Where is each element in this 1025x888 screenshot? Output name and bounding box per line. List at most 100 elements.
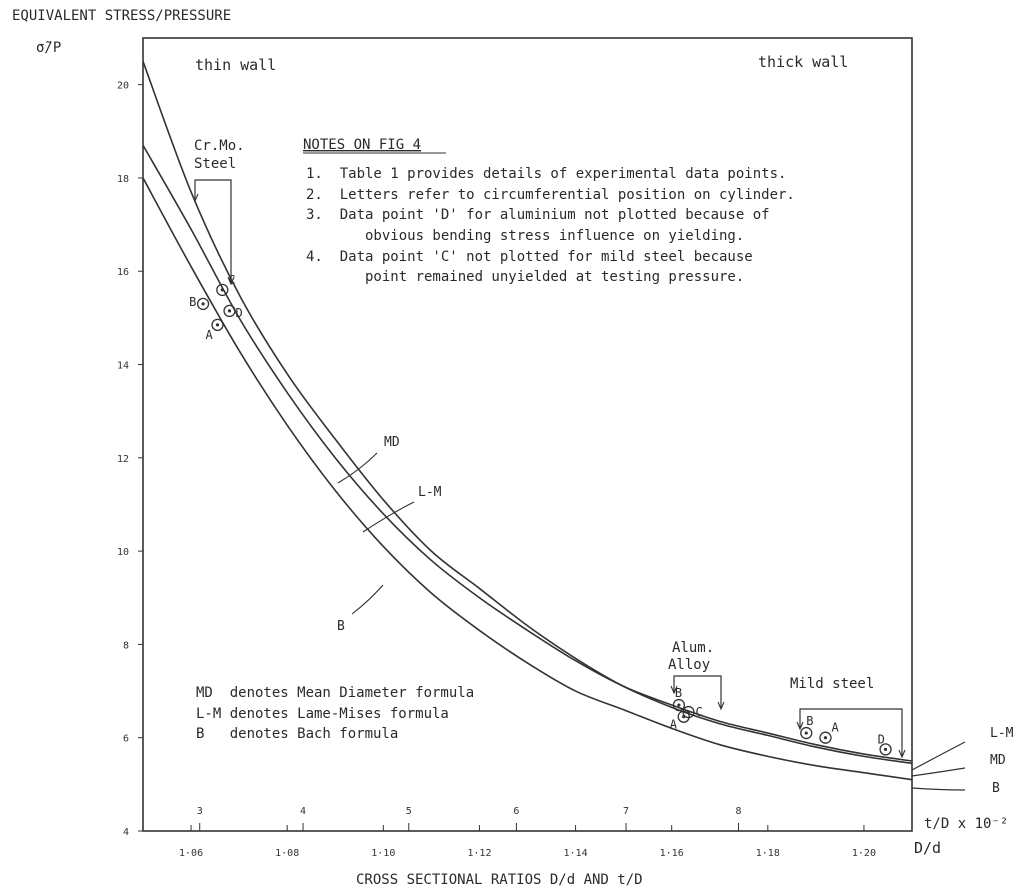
group-label-alum-2: Alloy: [668, 657, 710, 673]
data-point: B: [672, 686, 686, 712]
bracket-crmo-arrow-right: [227, 276, 235, 286]
x-tick-label: 1·10: [371, 848, 395, 859]
note-line-3: 3. Data point 'D' for aluminium not plot…: [306, 207, 770, 223]
end-label-b: B: [992, 781, 1000, 796]
thin-wall-label: thin wall: [195, 56, 276, 74]
data-point-label: A: [670, 718, 678, 732]
bracket-alum-arrow-left: [670, 685, 678, 695]
tail-b: [911, 787, 966, 791]
secondary-axis-unit-label: t/D x 10⁻²: [924, 816, 1008, 832]
note-line-5: 4. Data point 'C' not plotted for mild s…: [306, 249, 753, 265]
x-axis-unit-label: D/d: [914, 839, 941, 857]
curve-label-b: B: [337, 619, 345, 634]
y-tick-label: 6: [123, 734, 129, 745]
bracket-crmo: [194, 179, 232, 283]
data-point-label: D: [236, 306, 243, 320]
data-point-label: C: [696, 705, 703, 719]
y-tick-label: 14: [117, 361, 129, 372]
bracket-mild: [799, 708, 903, 756]
data-point-center: [682, 715, 686, 719]
y-tick-label: 8: [123, 640, 129, 651]
secondary-tick-label: 4: [300, 806, 306, 817]
data-point-label: B: [675, 686, 682, 700]
group-label-mild: Mild steel: [790, 676, 874, 692]
data-point: C: [216, 273, 236, 297]
data-point-marker: [879, 743, 892, 756]
data-point-center: [220, 288, 224, 292]
end-label-lm: L-M: [990, 726, 1014, 741]
y-axis-title: EQUIVALENT STRESS/PRESSURE: [12, 8, 231, 24]
x-axis-ticks: 1·06 1·08 1·10 1·12 1·14 1·16 1·18 1·20: [179, 825, 876, 859]
curve-b: [142, 177, 913, 781]
curve-label-lm: L-M: [418, 485, 442, 500]
bracket-alum: [673, 675, 722, 708]
y-tick-label: 12: [117, 454, 129, 465]
data-point: D: [223, 304, 243, 320]
thick-wall-label: thick wall: [758, 53, 848, 71]
bracket-alum-arrow-right: [717, 701, 725, 711]
y-tick-label: 20: [117, 81, 129, 92]
secondary-tick-label: 6: [513, 806, 519, 817]
y-axis-symbol: σ̃/P: [36, 40, 61, 56]
notes-block: NOTES ON FIG 4 1. Table 1 provides detai…: [303, 137, 795, 285]
x-tick-label: 1·08: [275, 848, 299, 859]
data-point-label: A: [831, 721, 839, 735]
group-label-crmo-2: Steel: [194, 156, 236, 172]
secondary-tick-label: 5: [406, 806, 412, 817]
data-point-marker: [216, 283, 229, 297]
curve-label-md: MD: [384, 435, 400, 450]
notes-heading: NOTES ON FIG 4: [303, 137, 421, 153]
legend-entry-md: MD denotes Mean Diameter formula: [196, 685, 474, 701]
group-label-alum-1: Alum.: [672, 640, 714, 656]
y-tick-label: 16: [117, 267, 129, 278]
note-line-4: obvious bending stress influence on yiel…: [306, 228, 744, 244]
x-tick-label: 1·12: [467, 848, 491, 859]
data-point-label: C: [228, 273, 235, 287]
curve-md: [142, 61, 913, 765]
y-tick-label: 10: [117, 547, 129, 558]
data-point-marker: [211, 318, 224, 332]
data-point: D: [878, 732, 892, 756]
data-point-center: [677, 703, 681, 707]
data-point-marker: [223, 304, 236, 318]
tail-lm: [911, 741, 966, 771]
x-tick-label: 1·18: [756, 848, 780, 859]
plot-frame: [142, 37, 913, 832]
data-point-label: A: [205, 328, 213, 342]
data-point: A: [819, 721, 839, 744]
note-line-6: point remained unyielded at testing pres…: [306, 269, 744, 285]
x-axis-title: CROSS SECTIONAL RATIOS D/d AND t/D: [356, 872, 643, 888]
legend-entry-b: B denotes Bach formula: [196, 726, 398, 742]
curve-lm: [142, 144, 913, 762]
curves: [142, 61, 913, 781]
data-point: A: [670, 710, 690, 732]
data-point-marker: [819, 731, 832, 744]
bracket-mild-arrow-left: [796, 721, 804, 731]
bracket-mild-arrow-right: [898, 749, 906, 759]
x-tick-label: 1·16: [660, 848, 684, 859]
secondary-tick-label: 7: [623, 806, 629, 817]
data-point: B: [800, 714, 813, 740]
data-point-marker: [800, 726, 813, 740]
y-axis-ticks: 4 6 8 10 12 14 16 18 20: [117, 81, 143, 838]
x-tick-label: 1·06: [179, 848, 203, 859]
note-line-2: 2. Letters refer to circumferential posi…: [306, 187, 795, 203]
data-point-center: [883, 747, 888, 751]
data-point-marker: [196, 297, 210, 311]
data-point-center: [201, 302, 205, 306]
data-point-center: [823, 736, 828, 740]
data-point-label: D: [878, 732, 885, 746]
legend: MD denotes Mean Diameter formula L-M den…: [196, 685, 474, 742]
secondary-tick-label: 8: [735, 806, 741, 817]
data-point-label: B: [189, 295, 196, 309]
end-label-md: MD: [990, 753, 1006, 768]
data-point-center: [804, 731, 808, 735]
leader-b: [351, 584, 384, 615]
data-point-marker: [677, 710, 690, 723]
secondary-tick-label: 3: [197, 806, 203, 817]
secondary-axis-ticks: 3 4 5 6 7 8: [197, 806, 742, 831]
y-tick-label: 4: [123, 827, 129, 838]
data-point: A: [205, 318, 224, 342]
